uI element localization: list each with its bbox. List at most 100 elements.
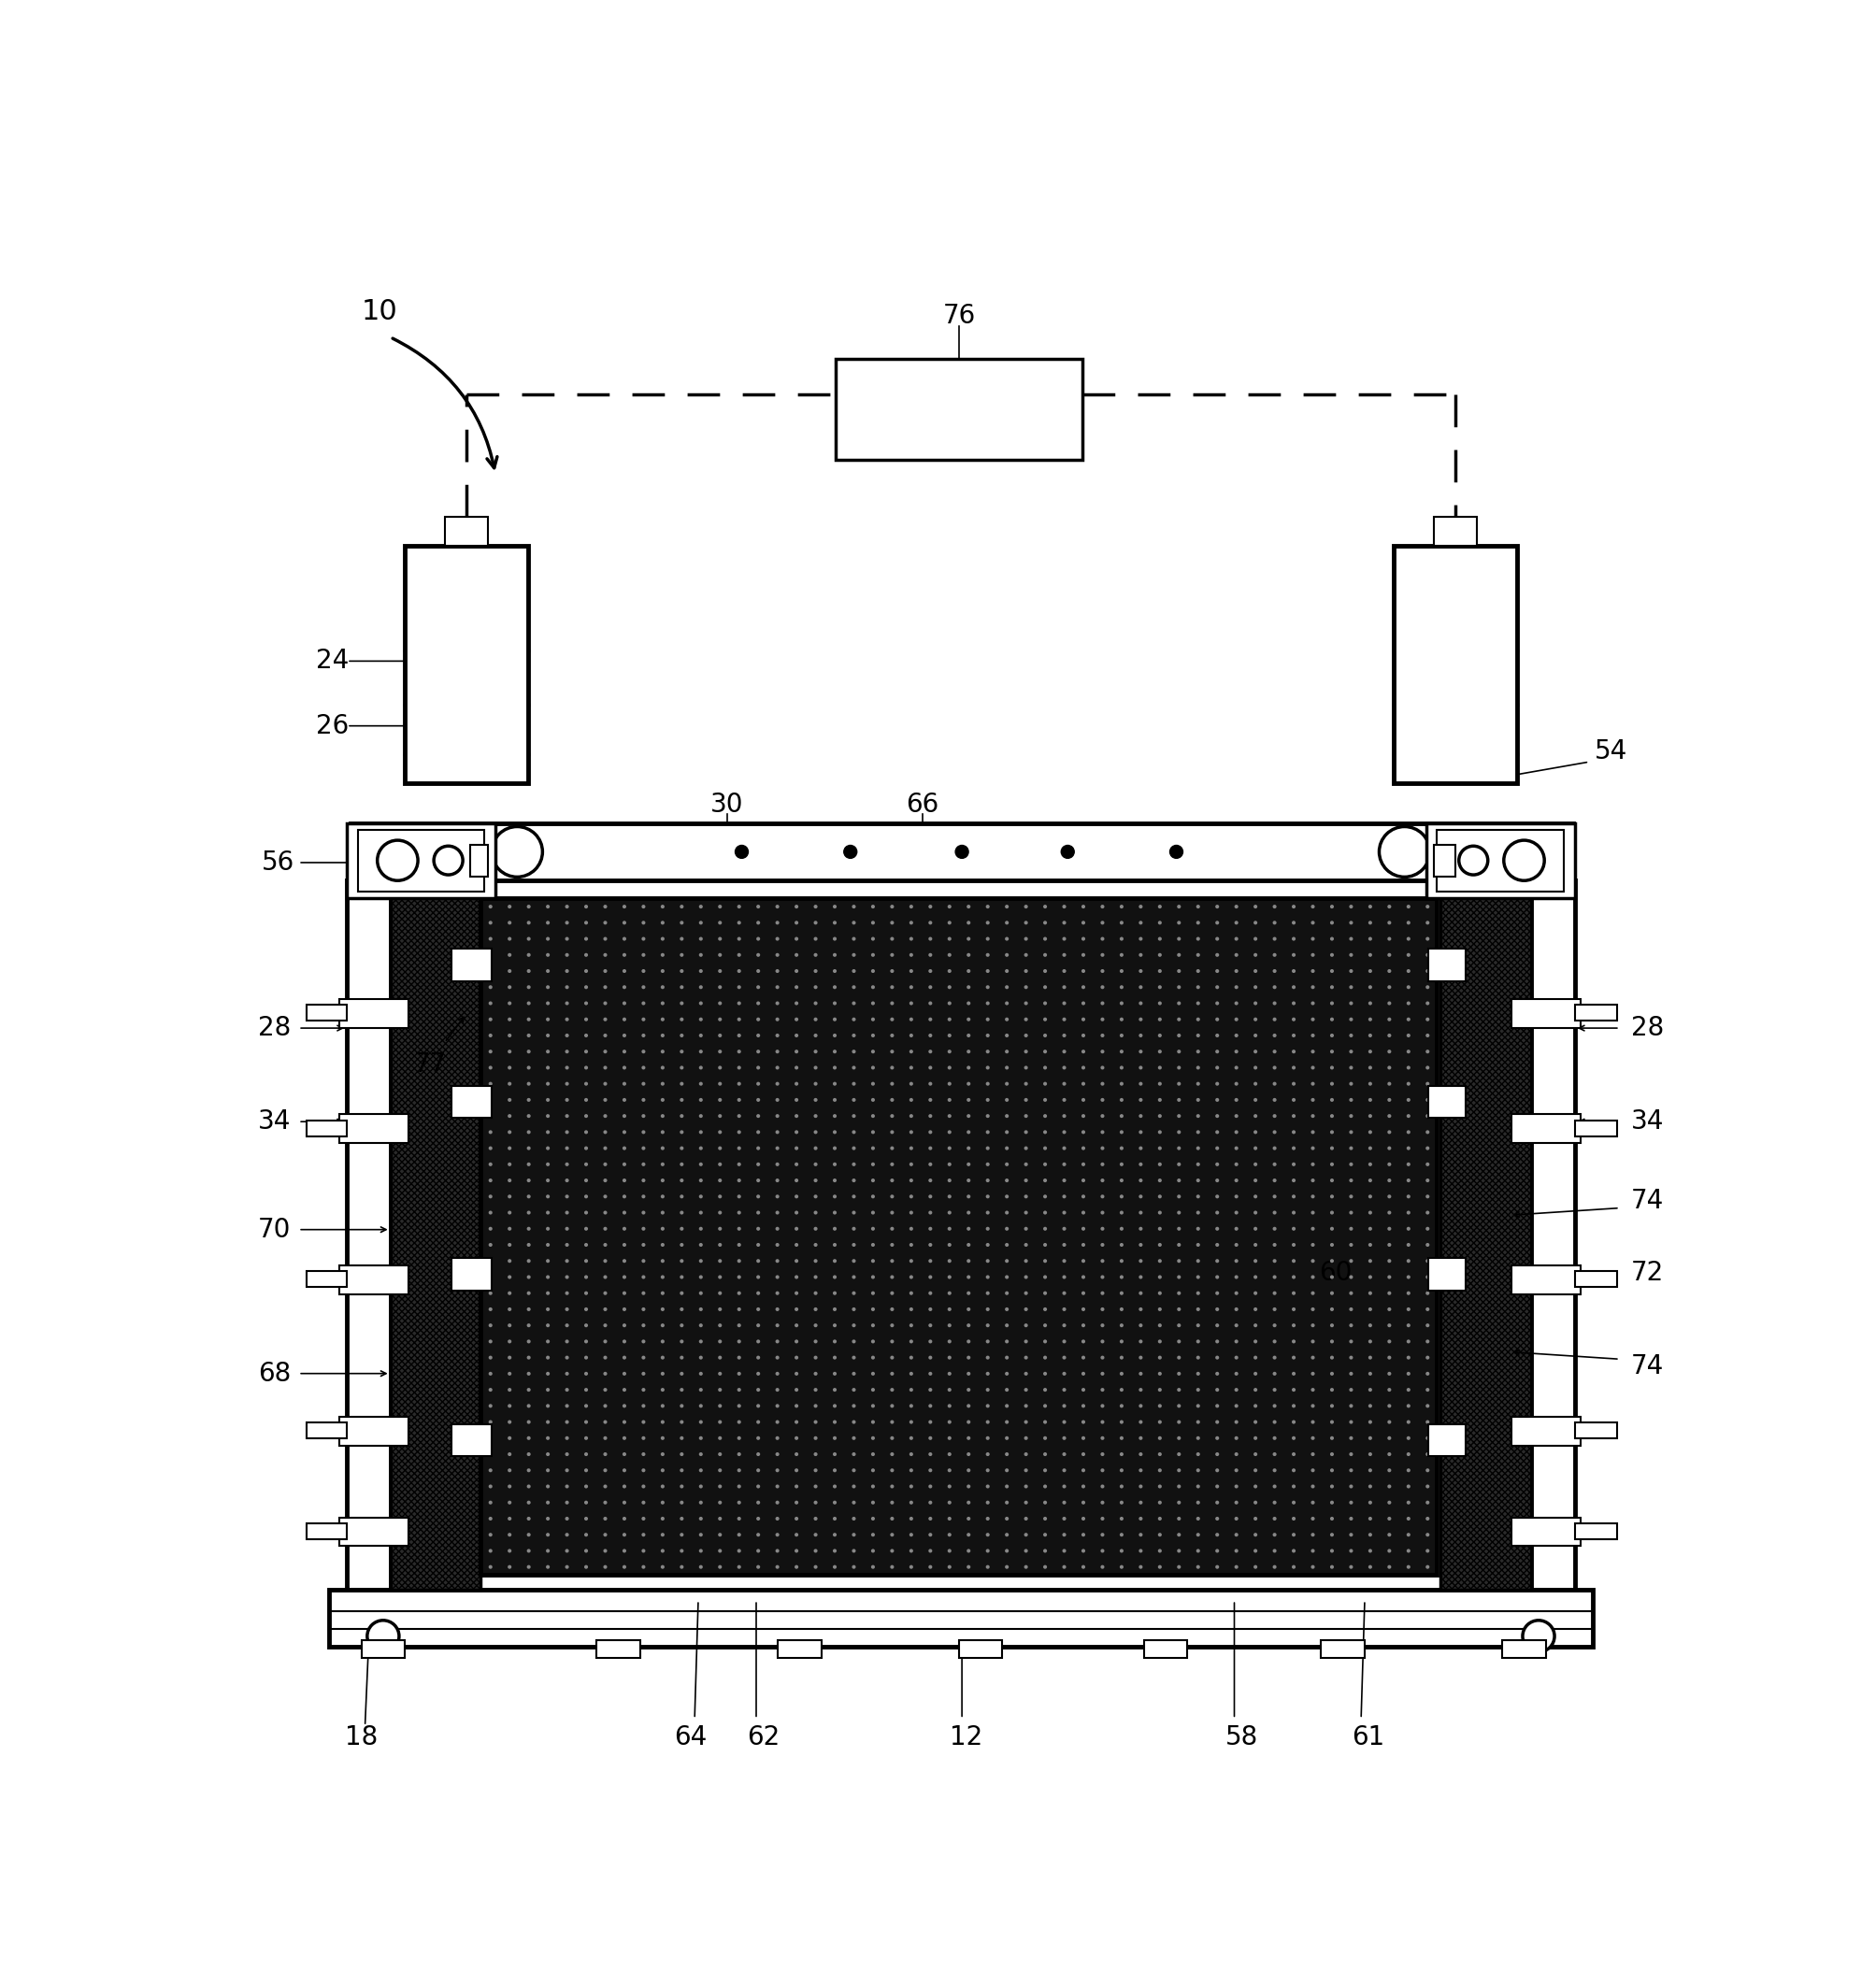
Circle shape bbox=[719, 1372, 722, 1376]
Circle shape bbox=[929, 1066, 932, 1070]
Circle shape bbox=[1176, 1307, 1180, 1311]
Circle shape bbox=[1195, 1082, 1199, 1086]
Circle shape bbox=[775, 1484, 779, 1488]
Circle shape bbox=[623, 920, 627, 924]
Circle shape bbox=[756, 936, 760, 940]
Circle shape bbox=[1386, 1098, 1390, 1102]
Circle shape bbox=[546, 1518, 550, 1520]
Circle shape bbox=[1330, 1340, 1334, 1344]
Circle shape bbox=[794, 1291, 797, 1295]
Circle shape bbox=[908, 1226, 914, 1230]
Circle shape bbox=[814, 1051, 818, 1053]
Circle shape bbox=[698, 1484, 702, 1488]
Circle shape bbox=[623, 1244, 627, 1248]
Circle shape bbox=[602, 905, 606, 909]
Circle shape bbox=[1330, 1565, 1334, 1569]
Circle shape bbox=[1214, 1001, 1219, 1005]
Circle shape bbox=[833, 1275, 837, 1279]
Circle shape bbox=[1272, 1147, 1276, 1151]
Circle shape bbox=[1349, 1082, 1353, 1086]
Circle shape bbox=[794, 1388, 797, 1392]
Circle shape bbox=[642, 1484, 645, 1488]
Circle shape bbox=[985, 1082, 989, 1086]
Circle shape bbox=[1253, 1163, 1257, 1167]
Circle shape bbox=[602, 1307, 606, 1311]
Circle shape bbox=[775, 1017, 779, 1021]
Circle shape bbox=[1004, 1226, 1007, 1230]
Circle shape bbox=[698, 1437, 702, 1441]
Circle shape bbox=[679, 905, 683, 909]
Circle shape bbox=[985, 1340, 989, 1344]
Circle shape bbox=[527, 1291, 531, 1295]
Circle shape bbox=[1309, 970, 1313, 974]
Circle shape bbox=[794, 920, 797, 924]
Circle shape bbox=[679, 1549, 683, 1553]
Circle shape bbox=[546, 954, 550, 956]
Circle shape bbox=[1349, 1017, 1353, 1021]
Circle shape bbox=[602, 1017, 606, 1021]
Circle shape bbox=[1157, 1356, 1161, 1360]
Circle shape bbox=[1368, 1356, 1371, 1360]
Circle shape bbox=[870, 1453, 874, 1457]
Circle shape bbox=[1214, 954, 1219, 956]
Circle shape bbox=[1426, 1194, 1430, 1198]
Circle shape bbox=[1176, 1082, 1180, 1086]
Circle shape bbox=[1405, 1275, 1409, 1279]
Circle shape bbox=[929, 1114, 932, 1118]
Circle shape bbox=[1214, 1323, 1219, 1326]
Circle shape bbox=[1386, 1244, 1390, 1248]
Circle shape bbox=[1081, 1210, 1084, 1214]
Circle shape bbox=[985, 1484, 989, 1488]
Circle shape bbox=[1309, 1323, 1313, 1326]
Circle shape bbox=[1081, 1226, 1084, 1230]
Circle shape bbox=[1368, 954, 1371, 956]
Circle shape bbox=[565, 1403, 568, 1407]
Circle shape bbox=[1157, 1307, 1161, 1311]
Circle shape bbox=[583, 1484, 587, 1488]
Circle shape bbox=[1330, 1468, 1334, 1472]
Circle shape bbox=[1081, 1259, 1084, 1263]
Circle shape bbox=[1195, 920, 1199, 924]
Circle shape bbox=[602, 1210, 606, 1214]
Circle shape bbox=[1195, 1403, 1199, 1407]
Circle shape bbox=[1120, 1210, 1124, 1214]
Circle shape bbox=[908, 954, 914, 956]
Circle shape bbox=[488, 1082, 492, 1086]
Circle shape bbox=[794, 1051, 797, 1053]
Circle shape bbox=[775, 1033, 779, 1037]
Circle shape bbox=[719, 986, 722, 989]
Circle shape bbox=[1368, 1082, 1371, 1086]
Circle shape bbox=[1426, 1098, 1430, 1102]
Circle shape bbox=[947, 1017, 951, 1021]
Circle shape bbox=[852, 1147, 855, 1151]
Circle shape bbox=[1291, 1259, 1294, 1263]
Circle shape bbox=[660, 1179, 664, 1183]
Circle shape bbox=[1062, 1244, 1066, 1248]
Circle shape bbox=[947, 1307, 951, 1311]
Circle shape bbox=[1004, 1066, 1007, 1070]
Circle shape bbox=[623, 1453, 627, 1457]
Circle shape bbox=[985, 1307, 989, 1311]
Circle shape bbox=[852, 1244, 855, 1248]
Circle shape bbox=[1253, 1226, 1257, 1230]
Circle shape bbox=[775, 1051, 779, 1053]
Circle shape bbox=[1426, 1244, 1430, 1248]
Circle shape bbox=[660, 1549, 664, 1553]
Circle shape bbox=[1253, 1565, 1257, 1569]
Circle shape bbox=[1291, 1518, 1294, 1520]
Circle shape bbox=[698, 1565, 702, 1569]
Circle shape bbox=[623, 1484, 627, 1488]
Circle shape bbox=[756, 1437, 760, 1441]
Circle shape bbox=[1386, 1484, 1390, 1488]
Circle shape bbox=[1330, 920, 1334, 924]
Circle shape bbox=[1176, 1129, 1180, 1133]
Circle shape bbox=[1062, 1163, 1066, 1167]
Circle shape bbox=[1214, 1114, 1219, 1118]
Circle shape bbox=[565, 1533, 568, 1537]
Bar bbox=[1510, 1114, 1580, 1143]
Circle shape bbox=[1120, 1066, 1124, 1070]
Circle shape bbox=[1081, 920, 1084, 924]
Circle shape bbox=[1291, 1549, 1294, 1553]
Circle shape bbox=[737, 1210, 741, 1214]
Circle shape bbox=[966, 970, 970, 974]
